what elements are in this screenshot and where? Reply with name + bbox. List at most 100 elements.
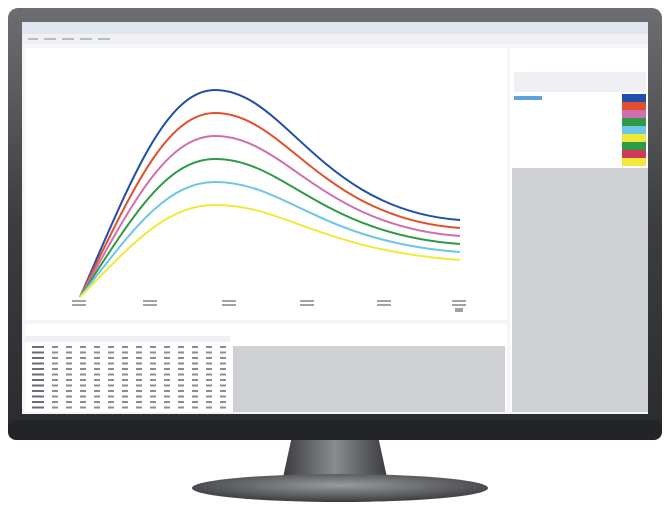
- table-cell: [150, 390, 156, 392]
- table-cell: [52, 368, 58, 370]
- table-cell: [32, 379, 44, 381]
- table-cell: [108, 374, 114, 376]
- table-cell: [206, 363, 212, 365]
- table-cell: [220, 390, 226, 392]
- selected-row: [514, 96, 542, 100]
- table-cell: [108, 385, 114, 387]
- table-cell: [66, 390, 72, 392]
- table-cell: [136, 379, 142, 381]
- table-toolbar: [25, 336, 230, 342]
- table-cell: [206, 357, 212, 359]
- table-cell: [192, 363, 198, 365]
- table-cell: [32, 363, 44, 365]
- table-cell: [66, 396, 72, 398]
- table-cell: [32, 390, 44, 392]
- table-cell: [122, 379, 128, 381]
- table-cell: [52, 385, 58, 387]
- table-cell: [94, 368, 100, 370]
- table-cell: [220, 385, 226, 387]
- menu-bar: [22, 34, 648, 44]
- table-cell: [108, 357, 114, 359]
- table-cell: [220, 379, 226, 381]
- table-cell: [150, 357, 156, 359]
- table-cell: [108, 363, 114, 365]
- table-cell: [178, 390, 184, 392]
- table-cell: [206, 374, 212, 376]
- table-cell: [32, 346, 44, 348]
- table-cell: [94, 357, 100, 359]
- table-cell: [220, 407, 226, 409]
- table-cell: [178, 368, 184, 370]
- table-cell: [206, 352, 212, 354]
- table-cell: [94, 396, 100, 398]
- table-cell: [220, 401, 226, 403]
- table-cell: [164, 346, 170, 348]
- table-cell: [94, 363, 100, 365]
- table-cell: [136, 374, 142, 376]
- table-cell: [164, 401, 170, 403]
- window-title-bar: [22, 22, 648, 34]
- table-cell: [206, 396, 212, 398]
- table-cell: [122, 357, 128, 359]
- table-cell: [150, 352, 156, 354]
- table-cell: [136, 352, 142, 354]
- table-cell: [206, 346, 212, 348]
- table-cell: [52, 401, 58, 403]
- table-cell: [192, 401, 198, 403]
- table-cell: [66, 407, 72, 409]
- table-cell: [94, 346, 100, 348]
- table-cell: [52, 363, 58, 365]
- table-cell: [178, 352, 184, 354]
- table-cell: [150, 363, 156, 365]
- table-cell: [94, 390, 100, 392]
- table-cell: [122, 407, 128, 409]
- table-cell: [108, 396, 114, 398]
- table-cell: [80, 401, 86, 403]
- table-cell: [108, 352, 114, 354]
- table-cell: [108, 407, 114, 409]
- table-cell: [164, 407, 170, 409]
- right-toolbar: [514, 72, 646, 92]
- table-cell: [150, 379, 156, 381]
- table-cell: [150, 407, 156, 409]
- table-cell: [66, 379, 72, 381]
- table-cell: [136, 396, 142, 398]
- table-cell: [94, 401, 100, 403]
- table-cell: [192, 396, 198, 398]
- table-cell: [52, 379, 58, 381]
- table-cell: [66, 368, 72, 370]
- table-cell: [32, 357, 44, 359]
- table-cell: [206, 368, 212, 370]
- right-gray-area: [512, 168, 648, 412]
- table-cell: [178, 363, 184, 365]
- table-cell: [220, 357, 226, 359]
- table-cell: [178, 374, 184, 376]
- table-cell: [52, 390, 58, 392]
- table-cell: [52, 357, 58, 359]
- table-cell: [66, 352, 72, 354]
- table-cell: [136, 357, 142, 359]
- stand-base: [192, 474, 488, 502]
- table-cell: [94, 352, 100, 354]
- table-cell: [122, 352, 128, 354]
- table-cell: [192, 357, 198, 359]
- table-cell: [178, 346, 184, 348]
- table-cell: [108, 346, 114, 348]
- table-cell: [32, 352, 44, 354]
- table-cell: [66, 357, 72, 359]
- table-cell: [122, 374, 128, 376]
- table-cell: [206, 407, 212, 409]
- table-cell: [108, 368, 114, 370]
- table-cell: [80, 363, 86, 365]
- bottom-gray-area: [233, 346, 505, 412]
- table-cell: [108, 390, 114, 392]
- table-cell: [52, 374, 58, 376]
- table-cell: [150, 346, 156, 348]
- table-cell: [108, 379, 114, 381]
- table-cell: [32, 401, 44, 403]
- table-cell: [122, 396, 128, 398]
- table-cell: [136, 385, 142, 387]
- table-cell: [192, 346, 198, 348]
- table-cell: [80, 390, 86, 392]
- table-cell: [164, 357, 170, 359]
